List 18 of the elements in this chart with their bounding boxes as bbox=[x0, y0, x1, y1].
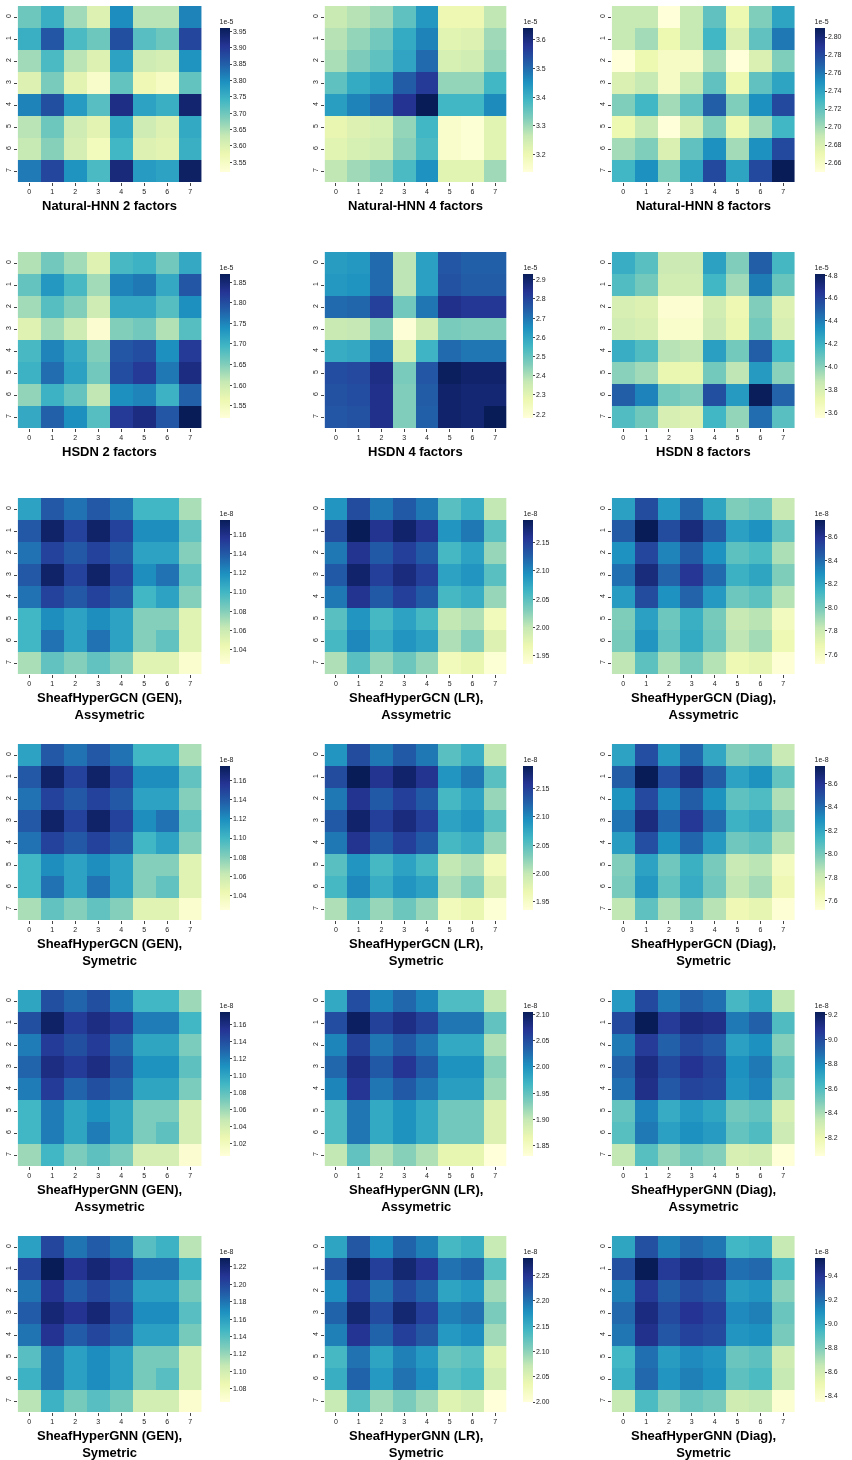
text: SheafHyperGNN (Diag), Symetric bbox=[631, 1428, 777, 1460]
text: SheafHyperGCN (GEN), Symetric bbox=[37, 936, 183, 968]
text: SheafHyperGNN (GEN), Assymetric bbox=[37, 1182, 183, 1214]
text: SheafHyperGNN (LR), Assymetric bbox=[349, 1182, 484, 1214]
text: SheafHyperGCN (Diag), Assymetric bbox=[631, 690, 777, 722]
text: HSDN 8 factors bbox=[656, 444, 751, 459]
text: SheafHyperGCN (LR), Symetric bbox=[349, 936, 484, 968]
text: SheafHyperGCN (LR), Assymetric bbox=[349, 690, 484, 722]
text: Natural-HNN 2 factors bbox=[42, 198, 178, 213]
text: SheafHyperGNN (GEN), Symetric bbox=[37, 1428, 183, 1460]
text: Natural-HNN 4 factors bbox=[348, 198, 484, 213]
text: SheafHyperGCN (GEN), Assymetric bbox=[37, 690, 183, 722]
text: SheafHyperGNN (LR), Symetric bbox=[349, 1428, 484, 1460]
text: SheafHyperGNN (Diag), Assymetric bbox=[631, 1182, 777, 1214]
text: SheafHyperGCN (Diag), Symetric bbox=[631, 936, 777, 968]
text: HSDN 4 factors bbox=[368, 444, 463, 459]
text: HSDN 2 factors bbox=[62, 444, 157, 459]
text: Natural-HNN 8 factors bbox=[636, 198, 772, 213]
